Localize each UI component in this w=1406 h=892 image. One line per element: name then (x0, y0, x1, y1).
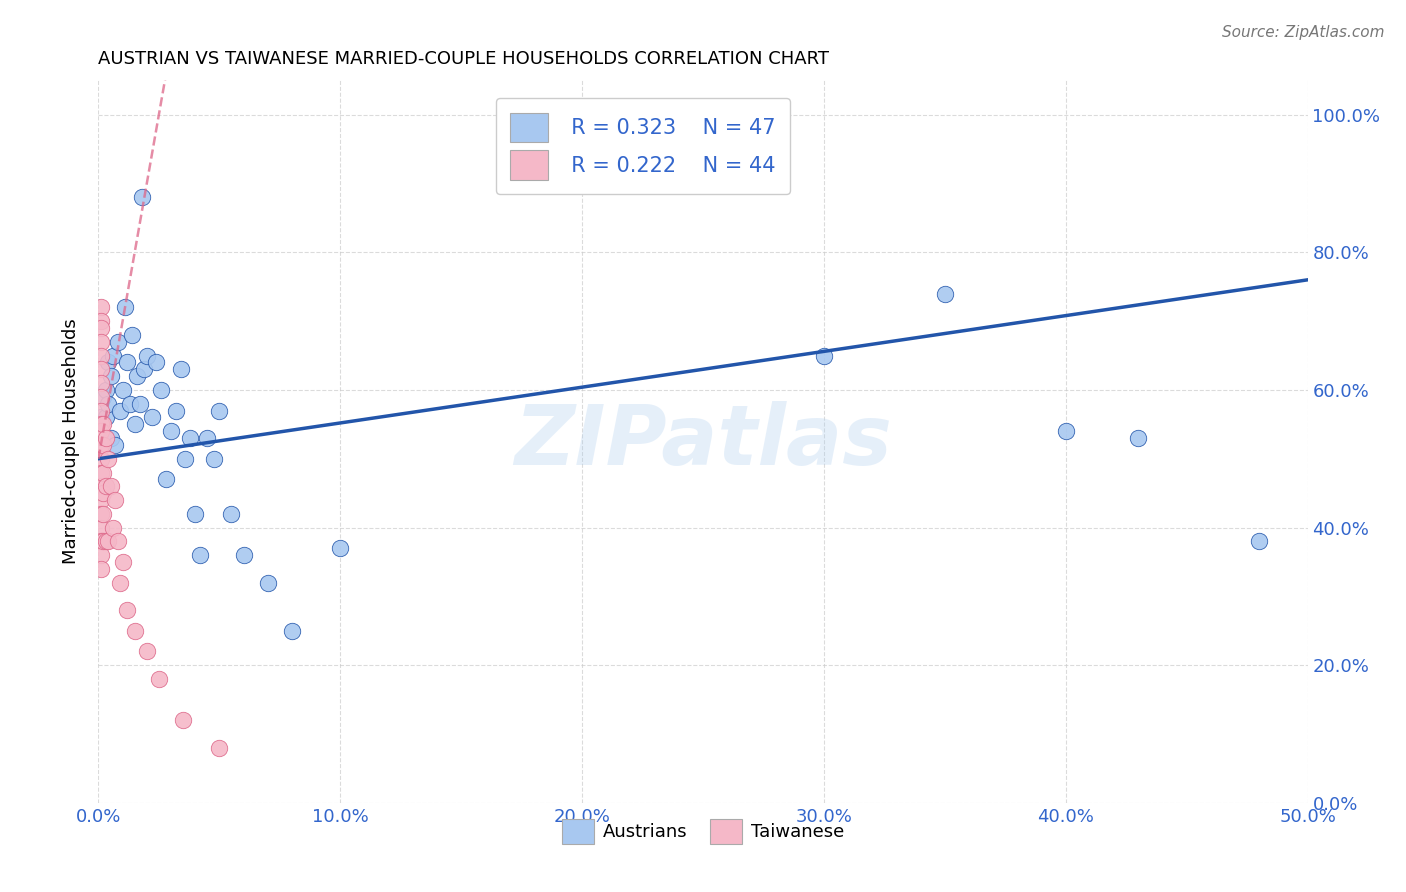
Point (100, 431, 122, 445)
Point (90, 349, 112, 363)
Point (97, 451, 120, 466)
Point (1249, 534, 1271, 549)
Point (131, 190, 153, 204)
Point (172, 713, 194, 727)
Point (135, 644, 157, 658)
Point (204, 451, 226, 466)
Point (124, 624, 146, 638)
Point (134, 362, 156, 376)
Point (91, 466, 114, 480)
Point (281, 624, 304, 638)
Point (91, 486, 114, 500)
Point (94, 410, 117, 425)
Point (118, 397, 141, 411)
Point (90, 479, 112, 493)
Point (90, 321, 112, 335)
Point (184, 507, 207, 521)
Point (90, 562, 112, 576)
Point (195, 431, 218, 445)
Point (117, 355, 139, 369)
Point (90, 520, 112, 534)
Point (179, 431, 201, 445)
Point (90, 403, 112, 417)
Point (145, 355, 167, 369)
Point (174, 451, 197, 466)
Point (127, 369, 149, 384)
Point (90, 390, 112, 404)
Point (141, 410, 163, 425)
Point (934, 286, 956, 301)
Text: AUSTRIAN VS TAIWANESE MARRIED-COUPLE HOUSEHOLDS CORRELATION CHART: AUSTRIAN VS TAIWANESE MARRIED-COUPLE HOU… (98, 50, 830, 68)
Point (90, 493, 112, 508)
Point (107, 534, 129, 549)
Point (1054, 424, 1077, 438)
Text: Source: ZipAtlas.com: Source: ZipAtlas.com (1222, 25, 1385, 40)
Point (90, 507, 112, 521)
Point (108, 403, 131, 417)
Point (256, 575, 278, 590)
Legend: Austrians, Taiwanese: Austrians, Taiwanese (554, 812, 852, 852)
Point (90, 534, 112, 549)
Point (90, 362, 112, 376)
Point (101, 349, 124, 363)
Point (160, 424, 183, 438)
Point (104, 493, 127, 508)
Point (90, 410, 112, 425)
Y-axis label: Married-couple Households: Married-couple Households (62, 318, 80, 565)
Point (101, 520, 124, 534)
Point (90, 376, 112, 390)
Point (91, 417, 114, 432)
Point (91, 534, 114, 549)
Point (208, 740, 231, 755)
Point (90, 301, 112, 315)
Point (94, 479, 117, 493)
Point (97, 355, 120, 369)
Point (94, 431, 117, 445)
Point (813, 349, 835, 363)
Point (169, 362, 191, 376)
Point (104, 438, 127, 452)
Point (148, 672, 170, 686)
Point (150, 383, 173, 397)
Point (1128, 431, 1150, 445)
Point (329, 541, 352, 556)
Point (114, 301, 136, 315)
Point (91, 507, 114, 521)
Point (90, 451, 112, 466)
Point (94, 534, 117, 549)
Point (117, 603, 139, 617)
Point (107, 334, 129, 349)
Point (94, 383, 117, 397)
Point (155, 472, 177, 486)
Text: ZIPatlas: ZIPatlas (515, 401, 891, 482)
Point (91, 438, 114, 452)
Point (124, 417, 146, 432)
Point (165, 403, 187, 417)
Point (90, 424, 112, 438)
Point (128, 397, 150, 411)
Point (100, 479, 122, 493)
Point (108, 575, 131, 590)
Point (97, 534, 120, 549)
Point (91, 390, 114, 404)
Point (90, 314, 112, 328)
Point (111, 383, 134, 397)
Point (232, 548, 254, 562)
Point (90, 438, 112, 452)
Point (111, 555, 134, 569)
Point (188, 548, 211, 562)
Point (90, 548, 112, 562)
Point (135, 349, 157, 363)
Point (208, 403, 231, 417)
Point (100, 369, 122, 384)
Point (90, 417, 112, 432)
Point (121, 327, 143, 342)
Point (90, 466, 112, 480)
Point (90, 334, 112, 349)
Point (97, 397, 120, 411)
Point (221, 507, 243, 521)
